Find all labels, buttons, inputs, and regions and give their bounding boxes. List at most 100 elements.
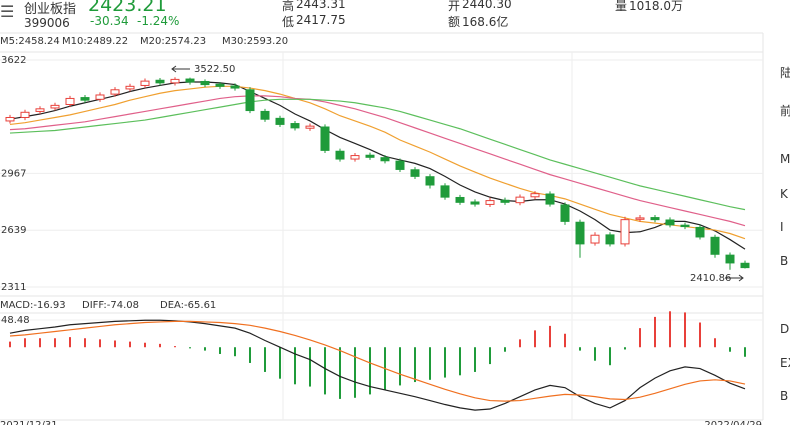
- candle-body: [455, 196, 465, 203]
- macd-bar: [729, 347, 731, 352]
- ma-line: [9, 85, 746, 240]
- macd-bar: [219, 347, 221, 354]
- macd-bar: [159, 343, 161, 348]
- candle-body: [545, 193, 555, 205]
- macd-bar: [144, 342, 146, 348]
- candle-body: [620, 219, 630, 245]
- macd-bar: [249, 347, 251, 363]
- side-tab[interactable]: 陆: [780, 66, 790, 80]
- candle-body: [515, 196, 525, 204]
- candle-body: [230, 85, 240, 89]
- macd-bar: [204, 347, 206, 351]
- side-tab[interactable]: D: [780, 322, 790, 336]
- stat-label: 量: [615, 0, 628, 13]
- macd-bar: [174, 346, 176, 348]
- macd-bar: [654, 316, 656, 348]
- y-tick-label: 3622: [1, 55, 26, 66]
- candle-body: [275, 117, 285, 125]
- macd-bar: [234, 347, 236, 357]
- macd-bar: [309, 347, 311, 387]
- ma-line: [9, 95, 746, 227]
- stat-value: 2440.30: [462, 0, 512, 11]
- macd-bar: [84, 338, 86, 348]
- side-tab[interactable]: K: [780, 187, 788, 201]
- y-tick-label: 2967: [1, 168, 26, 179]
- macd-line: [9, 320, 746, 402]
- macd-bar: [39, 338, 41, 348]
- index-code: 399006: [24, 16, 70, 30]
- stat-label: 高: [282, 0, 295, 13]
- macd-bar: [474, 347, 476, 372]
- macd-bar: [624, 347, 626, 350]
- macd-bar: [339, 347, 341, 399]
- macd-bar: [264, 347, 266, 372]
- legend-entry: DIFF:-74.08: [82, 300, 139, 311]
- candle-body: [380, 157, 390, 162]
- annotation-arrow: [725, 274, 744, 282]
- candle-body: [80, 97, 90, 101]
- candle-body: [680, 224, 690, 228]
- annotation: 2410.86: [690, 273, 731, 284]
- menu-icon[interactable]: ☰: [0, 2, 15, 21]
- macd-bar: [69, 337, 71, 348]
- candle-body: [185, 78, 195, 83]
- candle-body: [350, 155, 360, 160]
- candle-body: [695, 226, 705, 238]
- macd-bar: [189, 347, 191, 349]
- macd-bar: [519, 339, 521, 348]
- candle-body: [320, 126, 330, 151]
- candle-body: [335, 150, 345, 160]
- macd-bar: [9, 341, 11, 348]
- candle-body: [485, 200, 495, 205]
- annotation-arrow: [171, 65, 190, 73]
- candle-body: [35, 108, 45, 112]
- macd-bar: [609, 347, 611, 366]
- candle-body: [725, 254, 735, 264]
- macd-bar: [54, 338, 56, 348]
- candle-body: [245, 89, 255, 112]
- macd-bar: [369, 347, 371, 395]
- x-tick-label: 2021/12/31: [0, 420, 58, 425]
- macd-bar: [429, 347, 431, 380]
- candle-body: [575, 221, 585, 245]
- candle-body: [500, 199, 510, 203]
- candle-body: [50, 104, 60, 109]
- macd-bar: [354, 347, 356, 398]
- side-tab[interactable]: 前: [780, 104, 790, 118]
- y-tick-label: 2639: [1, 225, 26, 236]
- macd-bar: [699, 322, 701, 348]
- side-tab[interactable]: B: [780, 389, 789, 403]
- macd-bar: [564, 333, 566, 348]
- side-tab[interactable]: M: [780, 152, 790, 166]
- candle-body: [635, 217, 645, 220]
- candle-body: [305, 125, 315, 129]
- side-tab[interactable]: B: [780, 254, 789, 268]
- macd-bar: [24, 338, 26, 348]
- candle-body: [425, 176, 435, 186]
- macd-line: [9, 319, 746, 411]
- candle-body: [20, 111, 30, 118]
- stat-value: 1018.0万: [629, 0, 683, 13]
- candle-body: [470, 201, 480, 205]
- candle-body: [5, 116, 15, 122]
- candle-body: [65, 97, 75, 105]
- macd-bar: [399, 347, 401, 386]
- y-tick-label: 2311: [1, 282, 26, 293]
- change-pct: -1.24%: [137, 14, 180, 28]
- macd-bar: [639, 328, 641, 348]
- macd-bar: [129, 341, 131, 348]
- macd-title: MACD:-16.93: [0, 300, 66, 311]
- side-tab[interactable]: EX: [780, 356, 790, 370]
- candle-body: [395, 160, 405, 170]
- macd-bar: [114, 340, 116, 348]
- candle-body: [650, 217, 660, 221]
- side-tab[interactable]: I: [780, 220, 784, 234]
- candle-body: [440, 185, 450, 198]
- stat-label: 额: [448, 15, 461, 29]
- macd-bar: [669, 311, 671, 348]
- legend-entry: M10:2489.22: [62, 36, 128, 47]
- macd-bar: [99, 339, 101, 348]
- candle-body: [200, 80, 210, 86]
- macd-bar: [279, 347, 281, 379]
